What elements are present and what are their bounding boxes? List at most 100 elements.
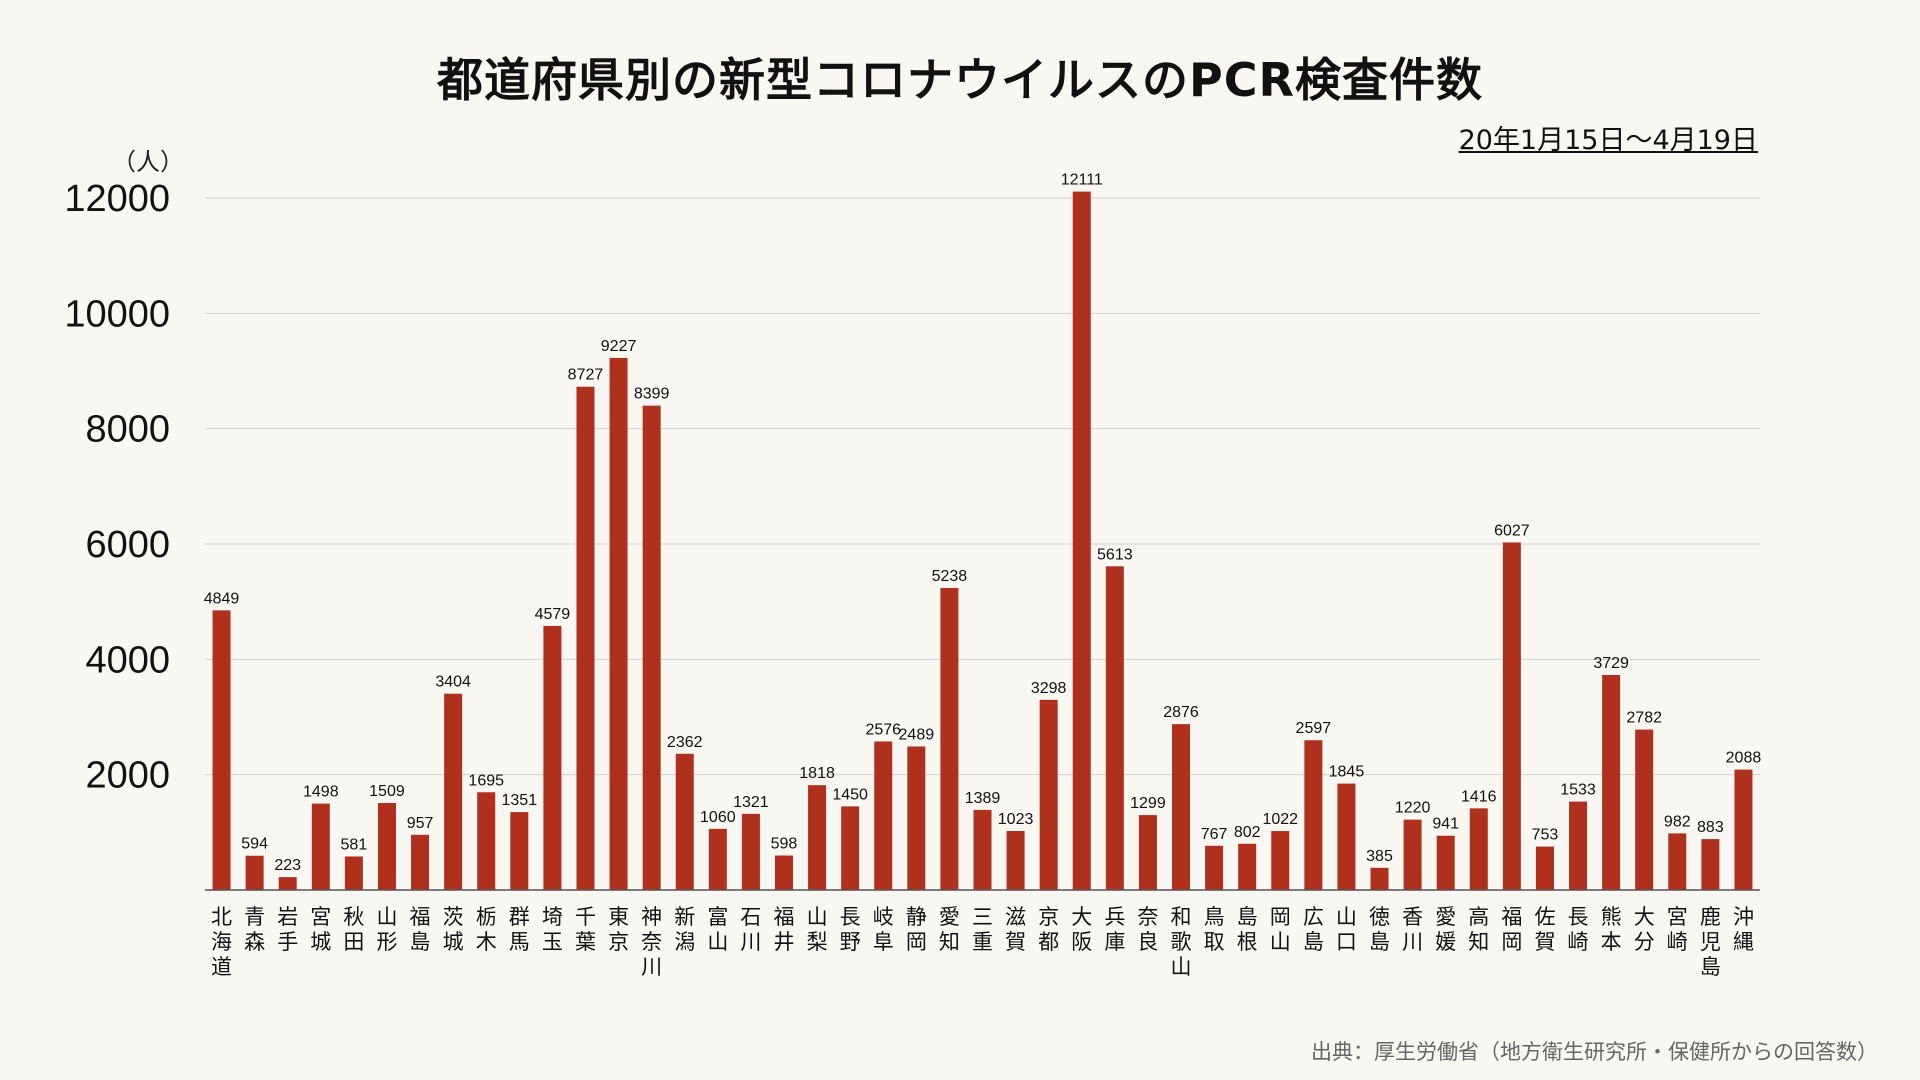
data-label: 8727 xyxy=(568,367,604,384)
bar xyxy=(1138,815,1157,890)
x-tick-label: 群馬 xyxy=(509,905,530,954)
bar xyxy=(1602,674,1621,890)
x-tick-label: 長野 xyxy=(840,905,861,954)
x-tick-label: 大阪 xyxy=(1071,905,1092,954)
gridlines xyxy=(205,197,1760,776)
data-label: 1818 xyxy=(799,765,835,782)
bar xyxy=(774,855,793,890)
bar xyxy=(377,802,396,890)
bar xyxy=(510,812,529,890)
data-label: 8399 xyxy=(634,386,670,403)
x-tick-label: 香川 xyxy=(1402,905,1423,954)
data-label: 5613 xyxy=(1097,546,1133,563)
x-tick-label: 石川 xyxy=(740,905,761,954)
x-tick-label: 滋賀 xyxy=(1005,905,1026,954)
x-tick-label: 岩手 xyxy=(277,905,298,954)
bar xyxy=(1535,846,1554,890)
x-tick-label: 福岡 xyxy=(1501,905,1522,954)
data-label: 941 xyxy=(1432,816,1459,833)
data-label: 4849 xyxy=(204,590,240,607)
data-label: 2362 xyxy=(667,734,703,751)
y-tick-label: 6000 xyxy=(85,524,170,566)
bar xyxy=(278,877,297,890)
bar xyxy=(344,856,363,890)
x-tick-label: 鳥取 xyxy=(1204,905,1225,954)
axes: 20004000600080001000012000北海道青森岩手宮城秋田山形福… xyxy=(64,178,1760,979)
data-label: 957 xyxy=(407,815,434,832)
bar xyxy=(1105,566,1124,890)
x-tick-label: 兵庫 xyxy=(1104,905,1125,954)
x-tick-label: 三重 xyxy=(972,905,993,954)
x-tick-label: 鹿児島 xyxy=(1700,905,1721,979)
bar xyxy=(973,809,992,890)
bar xyxy=(1238,843,1257,890)
data-label: 1299 xyxy=(1130,795,1166,812)
bar xyxy=(1569,801,1588,890)
bar xyxy=(1668,833,1687,890)
bar xyxy=(477,792,496,890)
bar xyxy=(1172,724,1191,890)
bar xyxy=(1635,729,1654,890)
x-tick-label: 沖縄 xyxy=(1733,905,1754,954)
bar xyxy=(1734,769,1753,890)
y-tick-label: 8000 xyxy=(85,409,170,451)
data-label: 581 xyxy=(341,836,368,853)
data-label: 1695 xyxy=(468,772,504,789)
data-label: 3404 xyxy=(435,674,471,691)
bar xyxy=(708,828,727,890)
x-tick-label: 高知 xyxy=(1468,905,1489,954)
data-label: 1022 xyxy=(1262,811,1298,828)
x-tick-label: 青森 xyxy=(244,905,265,954)
bar xyxy=(576,386,595,890)
data-label: 982 xyxy=(1664,813,1691,830)
data-label: 2489 xyxy=(899,726,935,743)
data-label: 1845 xyxy=(1329,764,1365,781)
x-tick-label: 徳島 xyxy=(1369,905,1390,954)
x-tick-label: 福島 xyxy=(410,905,431,954)
source-note: 出典：厚生労働省（地方衛生研究所・保健所からの回答数） xyxy=(1311,1040,1878,1064)
y-tick-label: 12000 xyxy=(64,178,170,220)
data-label: 385 xyxy=(1366,848,1393,865)
data-label: 1023 xyxy=(998,811,1034,828)
data-label: 2876 xyxy=(1163,704,1199,721)
x-tick-label: 静岡 xyxy=(906,905,927,954)
data-label: 3298 xyxy=(1031,680,1067,697)
data-label: 1533 xyxy=(1560,782,1596,799)
data-label: 883 xyxy=(1697,819,1724,836)
x-tick-label: 秋田 xyxy=(343,905,364,954)
chart-title: 都道府県別の新型コロナウイルスのPCR検査件数 xyxy=(437,53,1483,107)
x-tick-label: 大分 xyxy=(1634,905,1655,954)
data-label: 9227 xyxy=(601,338,637,355)
bar xyxy=(940,587,959,890)
data-label: 12111 xyxy=(1061,172,1103,189)
bar xyxy=(1370,867,1389,890)
data-label: 2088 xyxy=(1726,750,1762,767)
bar xyxy=(1039,699,1058,890)
bar xyxy=(212,610,231,890)
data-label: 1509 xyxy=(369,783,405,800)
bar xyxy=(1337,783,1356,890)
x-tick-label: 福井 xyxy=(773,905,794,954)
bar xyxy=(543,625,562,890)
bar xyxy=(1205,845,1224,890)
bar xyxy=(444,693,463,890)
bar xyxy=(1701,839,1720,890)
x-tick-label: 岡山 xyxy=(1270,905,1291,954)
bar xyxy=(1006,831,1025,890)
bar xyxy=(1502,542,1521,890)
data-label: 3729 xyxy=(1593,655,1629,672)
bar xyxy=(907,746,926,890)
x-tick-label: 山口 xyxy=(1336,905,1357,954)
x-tick-label: 宮城 xyxy=(310,905,331,954)
data-label: 223 xyxy=(274,857,301,874)
x-tick-label: 島根 xyxy=(1237,905,1258,954)
y-tick-label: 10000 xyxy=(64,293,170,335)
bar xyxy=(1436,835,1455,890)
data-label: 1321 xyxy=(733,794,769,811)
bar xyxy=(841,806,860,890)
data-label: 802 xyxy=(1234,824,1261,841)
x-tick-label: 埼玉 xyxy=(542,905,563,954)
bar xyxy=(1072,191,1091,890)
x-tick-label: 京都 xyxy=(1038,905,1059,954)
